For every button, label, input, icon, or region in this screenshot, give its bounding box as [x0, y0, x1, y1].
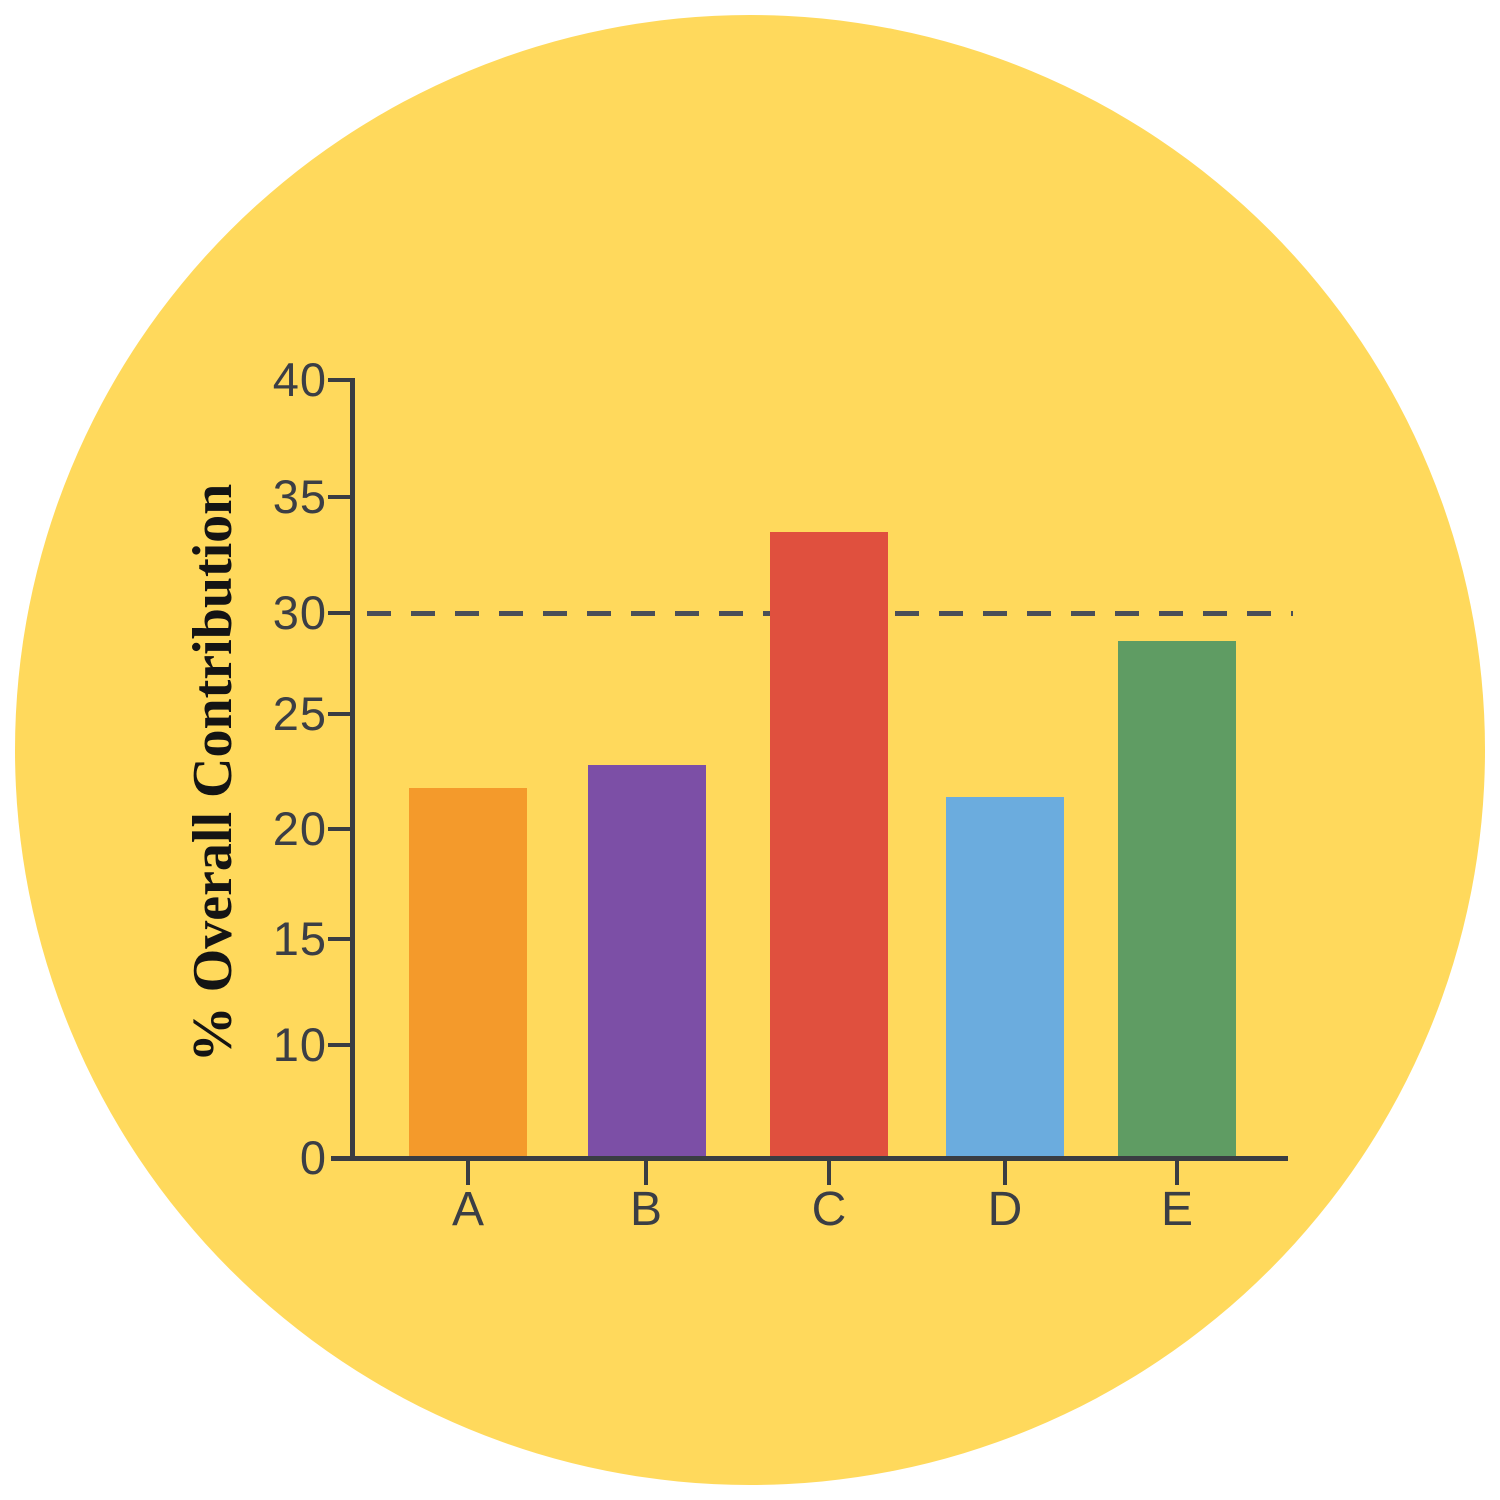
x-tick-E — [1175, 1161, 1179, 1185]
x-category-label-A: A — [451, 1183, 484, 1236]
bar-D — [946, 796, 1064, 1158]
x-tick-A — [466, 1161, 470, 1185]
y-axis-line — [350, 378, 355, 1161]
x-category-label-E: E — [1160, 1183, 1193, 1236]
y-tick-label-10: 10 — [272, 1018, 327, 1071]
x-category-label-D: D — [987, 1183, 1023, 1236]
y-tick-35 — [328, 495, 355, 499]
bar-A — [409, 787, 527, 1158]
y-tick-10 — [328, 1043, 355, 1047]
y-tick-15 — [328, 937, 355, 941]
y-tick-label-15: 15 — [272, 912, 327, 965]
y-tick-30 — [328, 611, 355, 615]
bar-B — [588, 764, 706, 1158]
bar-E — [1118, 641, 1236, 1158]
y-tick-label-25: 25 — [272, 687, 327, 740]
y-tick-20 — [328, 827, 355, 831]
x-tick-C — [827, 1161, 831, 1185]
y-tick-label-35: 35 — [272, 470, 327, 523]
x-tick-D — [1003, 1161, 1007, 1185]
x-axis-line — [331, 1156, 1288, 1161]
bar-C — [770, 531, 888, 1158]
y-tick-25 — [328, 712, 355, 716]
y-tick-label-0: 0 — [299, 1131, 327, 1184]
x-category-label-C: C — [811, 1183, 847, 1236]
x-tick-B — [644, 1161, 648, 1185]
y-tick-40 — [328, 378, 355, 382]
x-category-label-B: B — [629, 1183, 662, 1236]
y-tick-label-20: 20 — [272, 802, 327, 855]
y-tick-label-40: 40 — [272, 353, 327, 406]
y-tick-label-30: 30 — [272, 586, 327, 639]
yellow-circle-background — [15, 15, 1485, 1485]
